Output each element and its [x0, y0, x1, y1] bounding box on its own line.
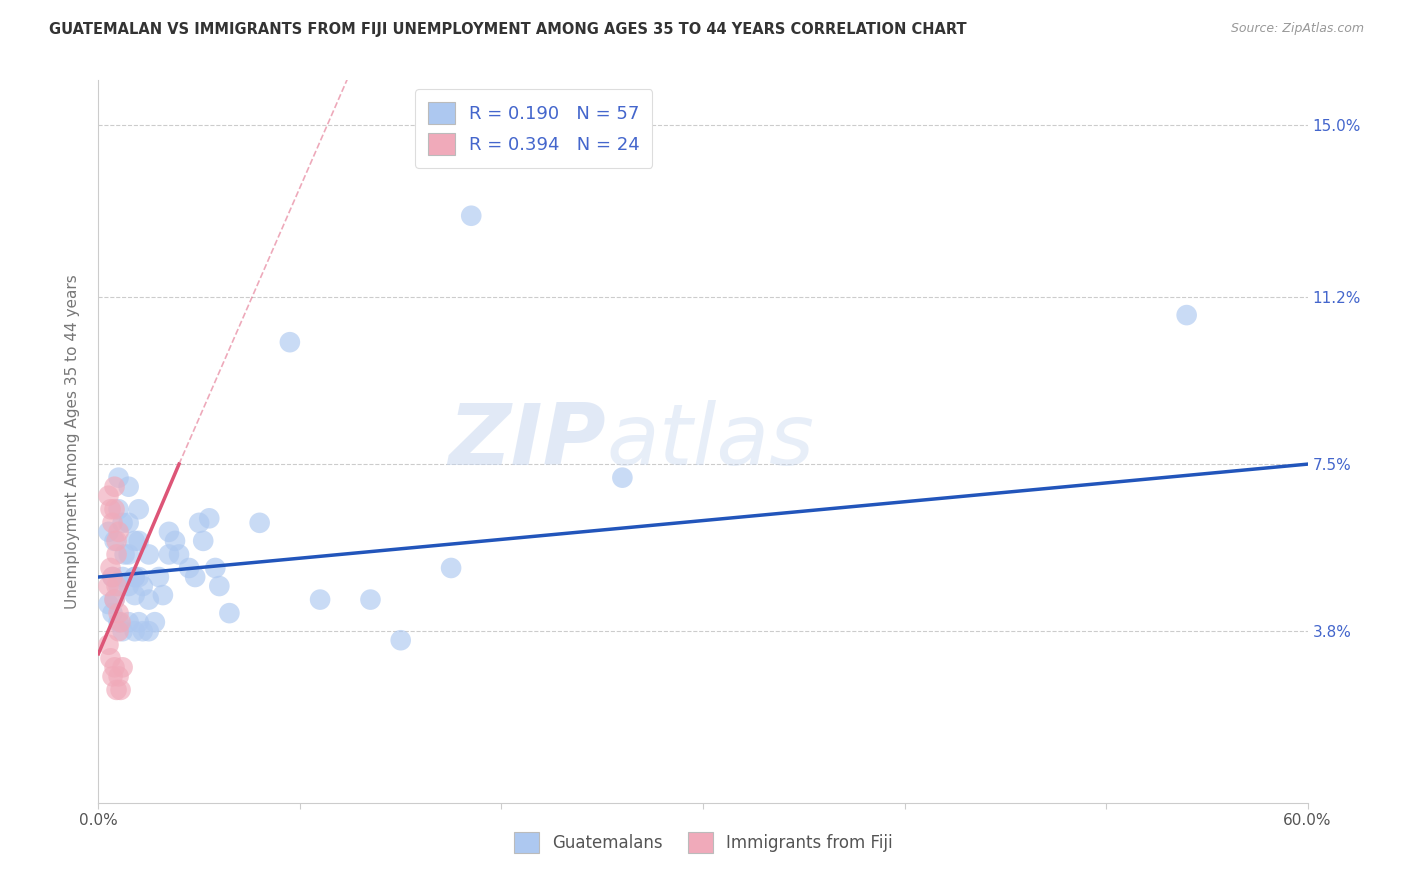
Point [111, 660, 134, 674]
Point [111, 570, 134, 584]
Point [103, 533, 125, 548]
Point [309, 592, 332, 607]
Point [107, 624, 129, 639]
Point [101, 516, 124, 530]
Point [118, 516, 141, 530]
Point [128, 570, 150, 584]
Point [128, 615, 150, 630]
Point [124, 570, 146, 584]
Point [208, 579, 231, 593]
Point [152, 588, 174, 602]
Point [440, 561, 463, 575]
Point [107, 579, 129, 593]
Point [101, 570, 124, 584]
Point [1175, 308, 1198, 322]
Point [100, 502, 122, 516]
Point [249, 516, 271, 530]
Point [103, 480, 125, 494]
Point [103, 592, 125, 607]
Point [110, 682, 132, 697]
Point [612, 471, 634, 485]
Point [103, 660, 125, 674]
Point [179, 561, 201, 575]
Point [157, 548, 180, 562]
Point [103, 502, 125, 516]
Point [360, 592, 382, 607]
Point [114, 548, 136, 562]
Point [124, 588, 146, 602]
Point [107, 471, 129, 485]
Point [184, 570, 207, 584]
Point [97, 597, 120, 611]
Text: ZIP: ZIP [449, 400, 606, 483]
Point [111, 516, 134, 530]
Point [97, 579, 120, 593]
Point [111, 624, 134, 639]
Point [101, 669, 124, 683]
Point [167, 548, 190, 562]
Text: atlas: atlas [606, 400, 814, 483]
Point [278, 335, 301, 350]
Point [389, 633, 412, 648]
Point [118, 548, 141, 562]
Point [101, 570, 124, 584]
Point [105, 548, 128, 562]
Point [103, 592, 125, 607]
Point [138, 548, 160, 562]
Point [118, 615, 141, 630]
Point [118, 579, 141, 593]
Point [193, 533, 215, 548]
Point [198, 511, 221, 525]
Legend: Guatemalans, Immigrants from Fiji: Guatemalans, Immigrants from Fiji [508, 826, 898, 860]
Point [107, 524, 129, 539]
Point [118, 480, 141, 494]
Point [218, 606, 240, 620]
Point [128, 533, 150, 548]
Point [132, 624, 155, 639]
Point [138, 624, 160, 639]
Point [97, 638, 120, 652]
Y-axis label: Unemployment Among Ages 35 to 44 years: Unemployment Among Ages 35 to 44 years [65, 274, 80, 609]
Point [157, 524, 180, 539]
Point [107, 502, 129, 516]
Point [124, 533, 146, 548]
Point [97, 489, 120, 503]
Point [105, 579, 128, 593]
Point [460, 209, 482, 223]
Point [204, 561, 226, 575]
Point [128, 502, 150, 516]
Point [148, 570, 170, 584]
Text: GUATEMALAN VS IMMIGRANTS FROM FIJI UNEMPLOYMENT AMONG AGES 35 TO 44 YEARS CORREL: GUATEMALAN VS IMMIGRANTS FROM FIJI UNEMP… [49, 22, 967, 37]
Point [100, 561, 122, 575]
Point [105, 533, 128, 548]
Point [107, 606, 129, 620]
Point [110, 615, 132, 630]
Point [132, 579, 155, 593]
Point [105, 682, 128, 697]
Point [100, 651, 122, 665]
Point [97, 524, 120, 539]
Point [138, 592, 160, 607]
Point [124, 570, 146, 584]
Point [188, 516, 211, 530]
Point [124, 624, 146, 639]
Point [143, 615, 166, 630]
Point [107, 615, 129, 630]
Text: Source: ZipAtlas.com: Source: ZipAtlas.com [1230, 22, 1364, 36]
Point [101, 606, 124, 620]
Point [163, 533, 186, 548]
Point [107, 669, 129, 683]
